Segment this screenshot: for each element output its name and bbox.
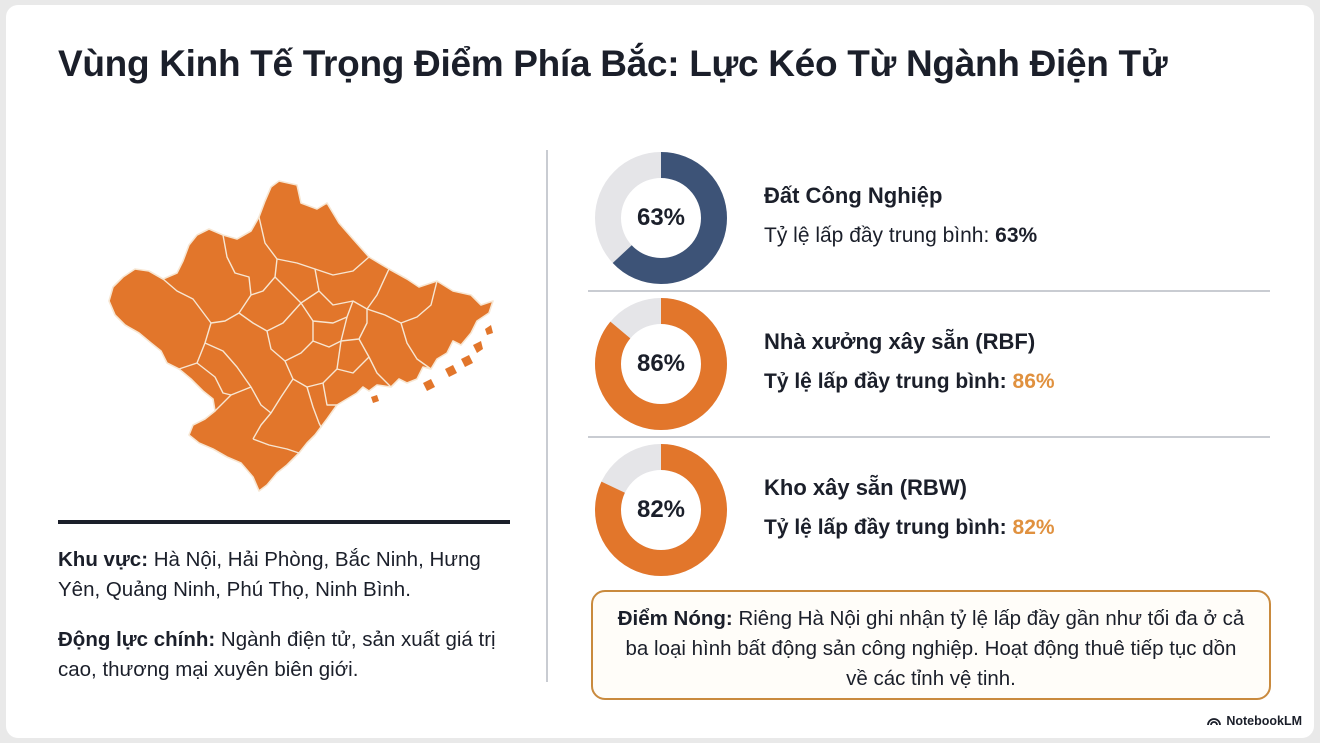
metric-name: Kho xây sẵn (RBW) <box>764 475 967 500</box>
donut-chart <box>592 149 730 287</box>
metric-rbw: 82% Kho xây sẵn (RBW) Tỷ lệ lấp đầy trun… <box>588 441 1268 581</box>
metric-rate-value: 63% <box>995 224 1038 247</box>
driver-info: Động lực chính: Ngành điện tử, sản xuất … <box>58 625 528 685</box>
donut-value-label: 63% <box>636 204 686 231</box>
hotspot-label: Điểm Nóng: <box>617 607 733 630</box>
map-svg <box>108 180 494 492</box>
driver-text: Ngành điện tử, sản xuất giá trị cao, thư… <box>58 628 496 681</box>
province-borders <box>162 216 438 454</box>
donut-chart <box>592 295 730 433</box>
hotspot-text: Riêng Hà Nội ghi nhận tỷ lệ lấp đầy gần … <box>625 607 1245 690</box>
metric-separator <box>588 290 1270 292</box>
region-text: Hà Nội, Hải Phòng, Bắc Ninh, Hưng Yên, Q… <box>58 548 481 601</box>
metric-name: Nhà xưởng xây sẵn (RBF) <box>764 329 1036 354</box>
donut-fill <box>595 298 727 430</box>
notebooklm-brand: NotebookLM <box>1207 714 1302 728</box>
metric-rate: Tỷ lệ lấp đầy trung bình: 86% <box>764 370 1055 394</box>
donut-chart <box>592 441 730 579</box>
driver-label: Động lực chính: <box>58 628 216 651</box>
donut-value-label: 82% <box>636 496 686 523</box>
metric-rate-value: 86% <box>1012 370 1055 393</box>
northern-region-map <box>101 173 501 498</box>
column-divider <box>546 150 548 682</box>
metric-industrial-land: 63% Đất Công Nghiệp Tỷ lệ lấp đầy trung … <box>588 149 1268 289</box>
metric-rate: Tỷ lệ lấp đầy trung bình: 82% <box>764 516 1055 540</box>
metric-rate-label: Tỷ lệ lấp đầy trung bình: <box>764 224 996 247</box>
section-rule <box>58 520 510 524</box>
map-shape <box>108 180 494 492</box>
notebooklm-logo-icon <box>1207 718 1222 726</box>
metric-separator <box>588 436 1270 438</box>
metric-name: Đất Công Nghiệp <box>764 183 943 208</box>
region-info: Khu vực: Hà Nội, Hải Phòng, Bắc Ninh, Hư… <box>58 545 528 605</box>
islands <box>371 325 493 403</box>
donut-fill <box>595 152 727 284</box>
page-title: Vùng Kinh Tế Trọng Điểm Phía Bắc: Lực Ké… <box>58 43 1168 84</box>
metric-rate: Tỷ lệ lấp đầy trung bình: 63% <box>764 224 1037 248</box>
donut-value-label: 86% <box>636 350 686 377</box>
slide: Vùng Kinh Tế Trọng Điểm Phía Bắc: Lực Ké… <box>6 5 1314 738</box>
metric-rbf: 86% Nhà xưởng xây sẵn (RBF) Tỷ lệ lấp đầ… <box>588 295 1268 435</box>
metric-rate-value: 82% <box>1012 516 1055 539</box>
donut-fill <box>595 444 727 576</box>
metric-rate-label: Tỷ lệ lấp đầy trung bình: <box>764 516 1013 539</box>
brand-label: NotebookLM <box>1226 714 1302 728</box>
metric-rate-label: Tỷ lệ lấp đầy trung bình: <box>764 370 1013 393</box>
hotspot-callout: Điểm Nóng: Riêng Hà Nội ghi nhận tỷ lệ l… <box>591 590 1271 700</box>
region-label: Khu vực: <box>58 548 149 571</box>
